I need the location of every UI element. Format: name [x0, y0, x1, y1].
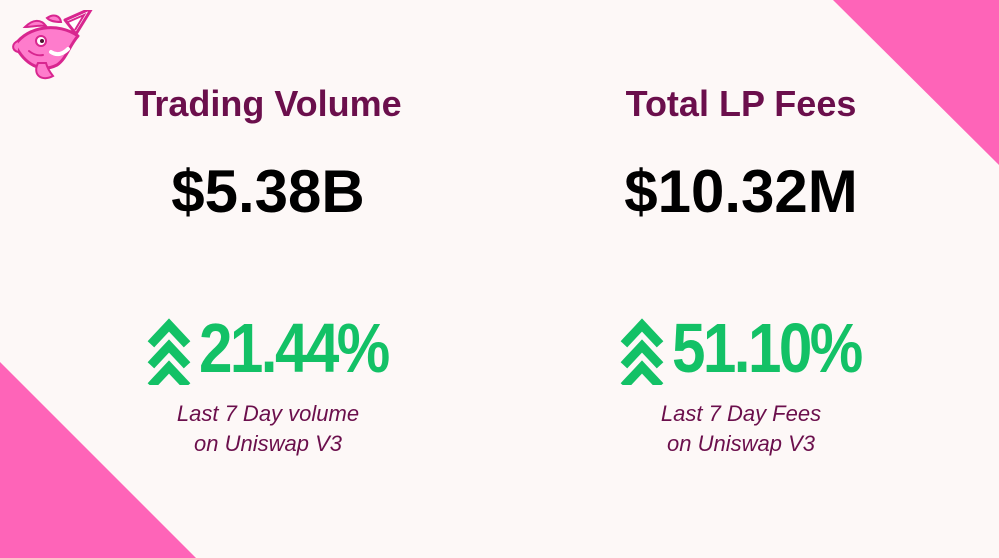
trading-volume-value: $5.38B	[171, 158, 365, 225]
trading-volume-caption-line-2: on Uniswap V3	[194, 431, 342, 456]
uniswap-unicorn-fish-icon	[12, 10, 93, 80]
double-chevron-up-icon	[147, 318, 191, 385]
total-lp-fees-change: 51.10%	[511, 308, 971, 388]
trading-volume-caption: Last 7 Day volume on Uniswap V3	[38, 399, 498, 459]
total-lp-fees-card: Total LP Fees $10.32M 51.10% Last 7 Day …	[511, 0, 971, 558]
total-lp-fees-caption-line-2: on Uniswap V3	[667, 431, 815, 456]
trading-volume-caption-line-1: Last 7 Day volume	[176, 401, 360, 426]
trading-volume-change-percent: 21.44%	[199, 309, 390, 387]
total-lp-fees-value: $10.32M	[624, 158, 858, 225]
corner-accent-bottom-left	[0, 362, 196, 558]
double-chevron-up-icon	[620, 318, 664, 385]
total-lp-fees-change-percent: 51.10%	[672, 309, 863, 387]
trading-volume-title: Trading Volume	[134, 83, 402, 124]
total-lp-fees-caption-line-1: Last 7 Day Fees	[660, 401, 822, 426]
trading-volume-card: Trading Volume $5.38B 21.44% Last 7 Day …	[38, 0, 498, 558]
total-lp-fees-caption: Last 7 Day Fees on Uniswap V3	[511, 399, 971, 459]
trading-volume-change: 21.44%	[38, 308, 498, 388]
total-lp-fees-title: Total LP Fees	[625, 83, 857, 124]
corner-accent-top-right	[833, 0, 999, 165]
